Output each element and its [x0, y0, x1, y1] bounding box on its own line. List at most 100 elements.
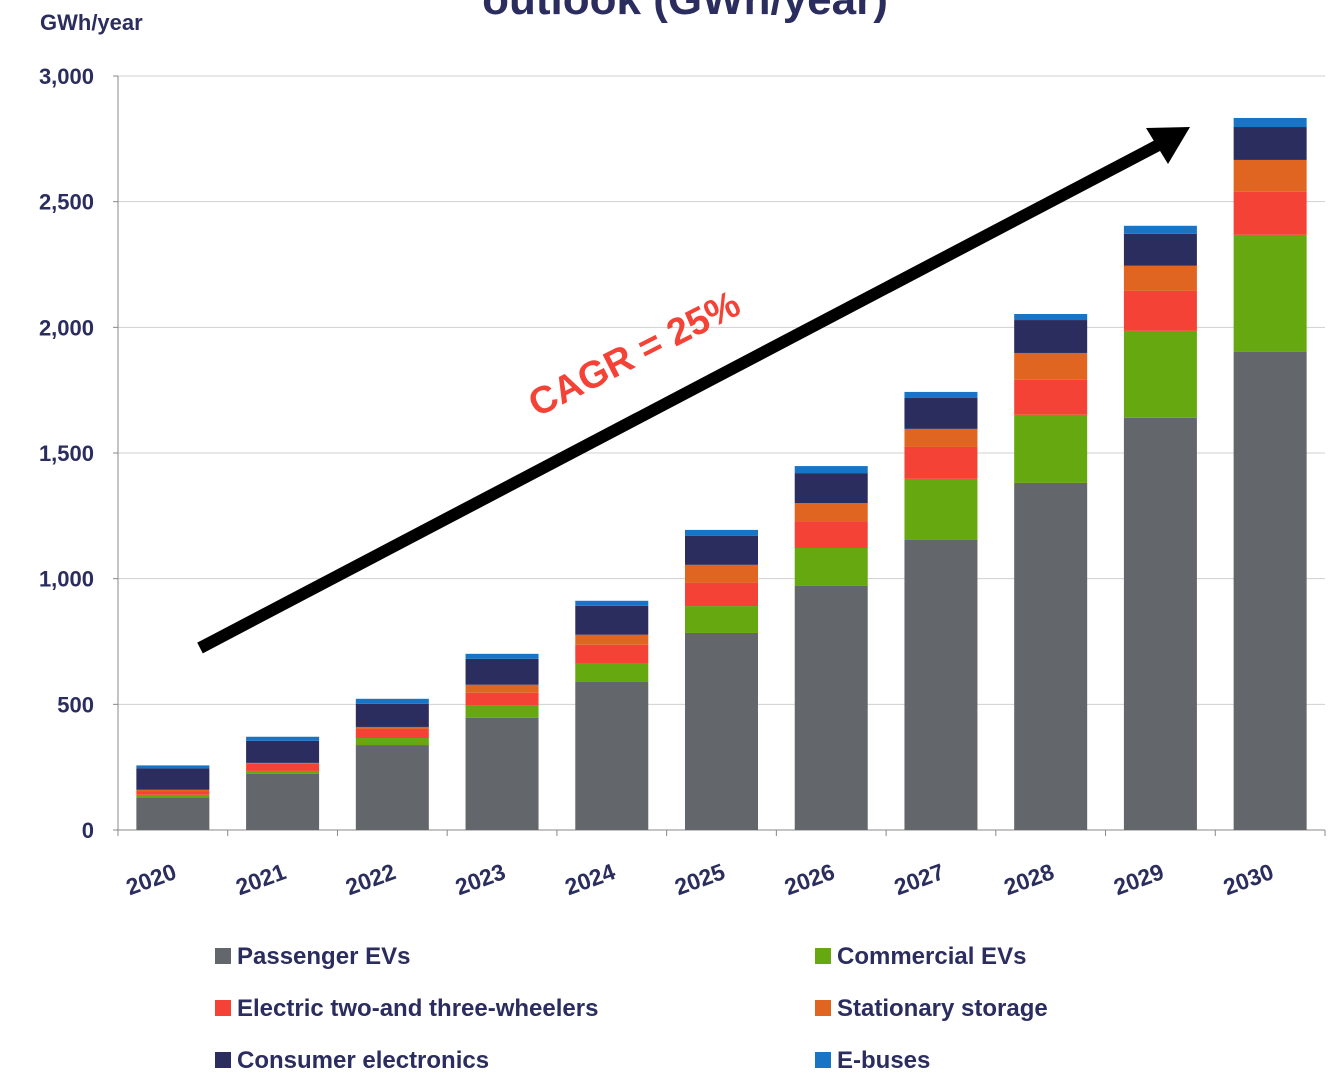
bar-segment [575, 605, 649, 635]
y-axis-label: GWh/year [40, 10, 143, 35]
bar-segment [465, 717, 539, 830]
bar-segment [136, 797, 210, 830]
bar-segment [685, 582, 758, 607]
bar-segment [136, 765, 210, 769]
bar-segment [136, 768, 210, 790]
y-tick-label: 1,500 [39, 441, 94, 466]
bar-segment [794, 473, 868, 504]
bar-segment [1123, 417, 1197, 830]
x-tick-label: 2020 [123, 858, 180, 900]
bar-segment [1233, 234, 1307, 352]
y-tick-label: 3,000 [39, 64, 94, 89]
y-tick-label: 2,000 [39, 315, 94, 340]
bar-segment [794, 585, 868, 830]
bar-segment [136, 791, 210, 795]
x-tick-label: 2025 [671, 858, 728, 900]
bar-segment [1123, 233, 1197, 266]
bar-segment [1123, 225, 1197, 234]
x-tick-label: 2024 [562, 858, 619, 900]
bar-segment [246, 736, 320, 741]
bar-segment [575, 681, 649, 830]
bar-segment [685, 632, 758, 830]
x-tick-label: 2028 [1000, 858, 1057, 900]
x-tick-label: 2027 [891, 858, 948, 900]
bar-segment [246, 773, 320, 830]
legend-swatch [215, 1052, 231, 1068]
bar-segment [246, 762, 320, 764]
y-tick-label: 1,000 [39, 567, 94, 592]
bar-segment [575, 644, 649, 664]
x-tick-label: 2021 [232, 858, 289, 900]
bar-segment [685, 535, 758, 565]
legend-swatch [215, 1000, 231, 1016]
bar-segment [904, 539, 978, 830]
bar-segment [136, 789, 210, 792]
bar-segment [355, 745, 429, 830]
x-tick-label: 2023 [452, 858, 509, 900]
arrow-head [1146, 127, 1190, 164]
bar-segment [1014, 352, 1088, 380]
bar-segment [246, 763, 320, 771]
bar-segment [1014, 314, 1088, 321]
legend-label: Stationary storage [837, 995, 1048, 1022]
bar-segment [136, 794, 210, 798]
bar-segment [1014, 320, 1088, 353]
legend-label: Consumer electronics [237, 1047, 489, 1074]
bar-segment [1233, 127, 1307, 160]
bar-segment [575, 634, 649, 645]
legend-swatch [815, 1000, 831, 1016]
bar-segment [794, 548, 868, 586]
bar-segment [904, 446, 978, 479]
legend-label: Electric two-and three-wheelers [237, 995, 598, 1022]
plot: 0 500 1,000 1,500 2,000 2,500 3,000 2020 2021 202… [39, 64, 1326, 900]
bar-segment [465, 705, 539, 718]
bar-segment [465, 658, 539, 685]
bar-segment [904, 478, 978, 540]
bar-segment [904, 391, 978, 398]
bar-segment [355, 728, 429, 739]
legend-label: E-buses [837, 1047, 930, 1074]
bar-segment [685, 606, 758, 633]
bar-segment [1014, 414, 1088, 483]
bar-segment [1233, 159, 1307, 192]
bar-segment [1233, 117, 1307, 128]
chart-title: outlook (GWh/year) [482, 0, 888, 24]
bar-segment [1123, 330, 1197, 418]
bar-segment [465, 653, 539, 659]
x-tick-label: 2022 [342, 858, 399, 900]
x-tick-label: 2026 [781, 858, 838, 900]
legend-label: Commercial EVs [837, 943, 1026, 970]
cagr-annotation: CAGR = 25% [522, 283, 747, 425]
bar-segment [246, 740, 320, 763]
bar-segment [1014, 482, 1088, 830]
bar-segment [465, 692, 539, 706]
bar-segment [1233, 191, 1307, 235]
x-tick-label: 2030 [1220, 858, 1277, 900]
legend-swatch [215, 948, 231, 964]
bar-segment [685, 564, 758, 583]
bar-segment [904, 428, 978, 447]
bar-segment [465, 684, 539, 693]
y-tick-label: 0 [82, 818, 94, 843]
bar-segment [1123, 290, 1197, 331]
legend-label: Passenger EVs [237, 943, 410, 970]
bar-segment [1123, 265, 1197, 291]
bar-segment [1014, 379, 1088, 415]
bar-segment [355, 703, 429, 727]
x-tick-label: 2029 [1110, 858, 1167, 900]
bar-segment [1233, 351, 1307, 830]
bar-segment [355, 738, 429, 746]
bar-segment [355, 726, 429, 729]
trend-arrow [197, 134, 1171, 654]
bar-segment [794, 503, 868, 522]
bar-segment [575, 600, 649, 606]
y-tick-label: 500 [57, 692, 94, 717]
bar-segment [355, 698, 429, 704]
bar-segment [794, 466, 868, 474]
legend-swatch [815, 1052, 831, 1068]
y-tick-label: 2,500 [39, 190, 94, 215]
bar-segment [904, 397, 978, 429]
bar-segment [685, 529, 758, 536]
bar-segment [246, 770, 320, 774]
